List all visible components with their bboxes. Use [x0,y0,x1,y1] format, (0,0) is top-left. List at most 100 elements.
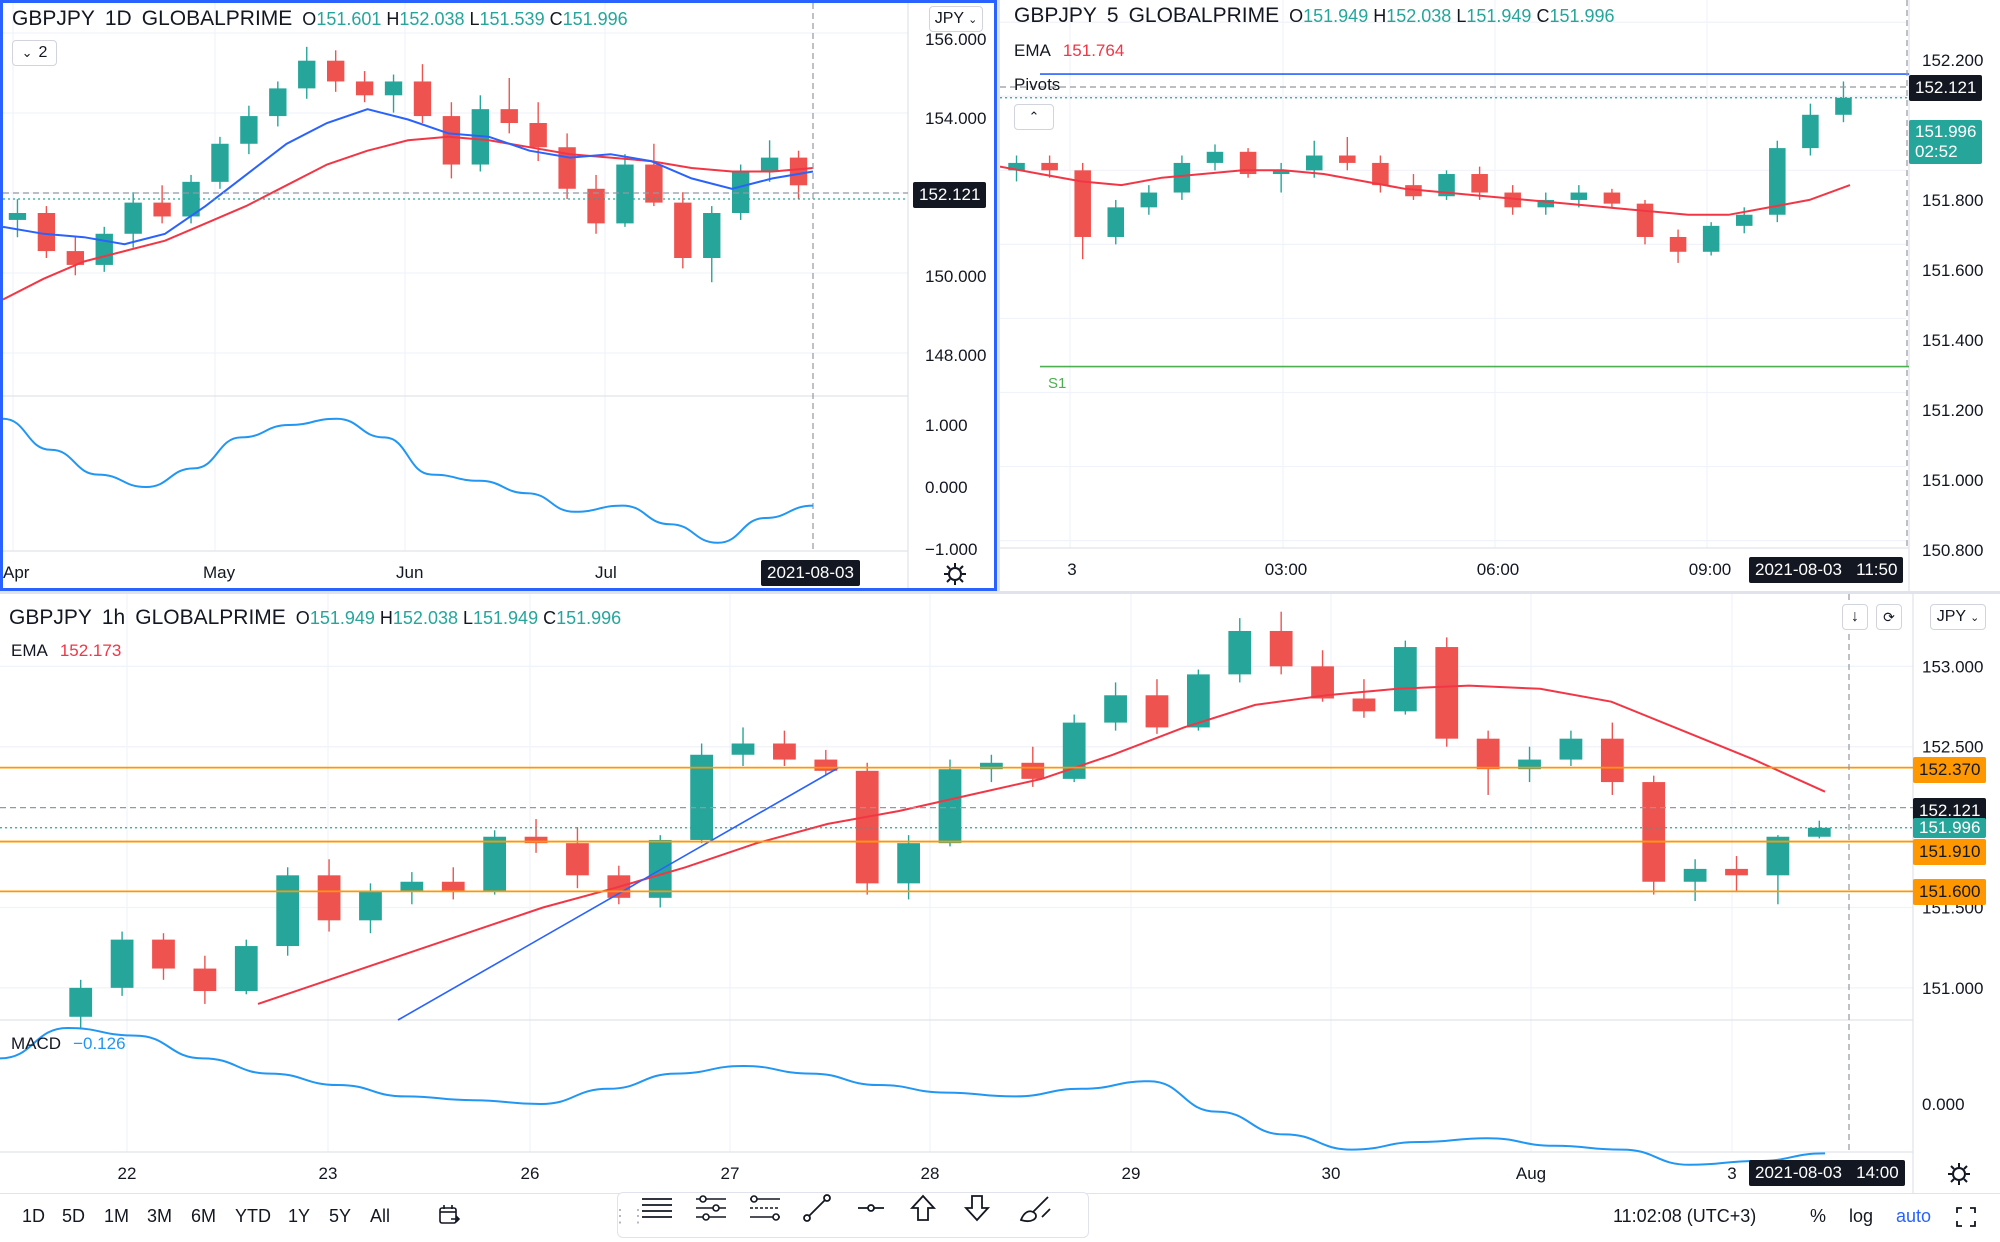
pane-divider-horizontal[interactable] [0,591,2000,594]
pivots-label: Pivots [1014,75,1061,94]
interval-label[interactable]: 1D [104,7,132,30]
candle-body [8,213,27,220]
clock-timezone[interactable]: 11:02:08 (UTC+3) [1613,1206,1757,1226]
broker-label: GLOBALPRIME [135,606,286,629]
interval-label[interactable]: 1h [101,606,126,629]
candle-body [1725,868,1748,876]
range-3m-button[interactable]: 3M [147,1206,173,1226]
scroll-to-latest-button[interactable]: ↓ [1842,604,1868,630]
range-1m-button[interactable]: 1M [104,1206,130,1226]
ema-indicator-legend[interactable]: EMA 151.764 [1014,41,1124,61]
candle-body [1807,827,1831,837]
go-to-date-icon[interactable] [437,1203,461,1227]
arrow-up-tool-icon[interactable] [908,1193,954,1239]
symbol-name: GBPJPY [9,606,92,629]
5min-chart-canvas[interactable]: 152.200 151.800 151.600 151.400 151.200 151.0… [1000,0,2000,591]
gear-icon[interactable] [943,562,967,586]
indicators-collapse-button[interactable]: ⌄ 2 [12,40,57,66]
brush-tool-icon[interactable] [1018,1193,1064,1239]
candle-body [500,109,518,123]
arrow-down-tool-icon[interactable] [962,1193,1008,1239]
candle-body [1107,207,1125,237]
candle-body [1372,162,1389,186]
range-1d-button[interactable]: 1D [22,1206,46,1226]
candle-body [1206,151,1224,163]
candle-body [1239,151,1257,175]
reset-chart-button[interactable]: ⟳ [1876,604,1902,630]
ema-line [257,684,1826,1005]
broker-label: GLOBALPRIME [1128,4,1280,27]
pane-divider-vertical[interactable] [997,0,1000,591]
gear-icon[interactable] [1947,1162,1971,1186]
pivots-indicator-legend[interactable]: Pivots [1014,75,1060,95]
low-value: 151.539 [479,9,545,29]
high-value: 152.038 [1386,6,1452,26]
high-value: 152.038 [399,9,465,29]
candle-body [1352,698,1376,712]
percent-scale-button[interactable]: % [1810,1206,1827,1226]
oscillator-tick-label: 1.000 [925,416,968,435]
daily-chart-canvas[interactable]: 156.000 154.000 150.000 148.000 1.000 0.000 −1… [3,3,997,591]
log-scale-button[interactable]: log [1849,1206,1874,1226]
candle-body [1702,225,1720,252]
range-5d-button[interactable]: 5D [62,1206,86,1226]
time-tick-label: 28 [921,1164,940,1183]
drag-handle-icon[interactable]: ⋮⋮ [611,1205,647,1226]
ema-indicator-legend[interactable]: EMA 152.173 [11,641,121,661]
candle-body [980,762,1003,770]
time-tick-label: Aug [1516,1164,1546,1183]
candle-body [731,743,755,755]
refresh-icon: ⟳ [1883,608,1895,625]
range-all-button[interactable]: All [370,1206,391,1226]
candle-body [1683,868,1707,882]
parallel-channel-tool-icon[interactable] [694,1193,740,1239]
candle-body [1062,722,1086,779]
macd-indicator-legend[interactable]: MACD −0.126 [11,1034,126,1054]
interval-label[interactable]: 5 [1106,4,1119,27]
crosshair-date-tag: 2021-08-03 [761,560,860,586]
range-ytd-button[interactable]: YTD [235,1206,271,1226]
last-price-tag: 151.996 [1913,818,1987,838]
horizontal-ray-tool-icon[interactable] [856,1193,902,1239]
open-value: 151.601 [316,9,382,29]
macd-line [0,1026,1826,1166]
fib-levels-tool-icon[interactable] [748,1193,794,1239]
time-tick-label: 23 [319,1164,338,1183]
chevron-up-icon: ⌃ [1028,109,1040,124]
crosshair-time: 14:00 [1856,1163,1899,1182]
chart-pane-hourly[interactable]: 153.000 152.500 151.500 151.000 0.000 22 23 26 2… [0,594,2000,1193]
symbol-name: GBPJPY [12,7,95,30]
trend-line-tool-icon[interactable] [802,1193,848,1239]
candle-body [1339,155,1356,163]
fullscreen-icon[interactable] [1955,1206,1977,1228]
ohlc-values: O151.949 H152.038 L151.949 C151.996 [295,608,622,628]
time-tick-label: 29 [1122,1164,1141,1183]
horizontal-lines-tool-icon[interactable] [640,1193,686,1239]
candle-body [384,81,403,96]
indicators-collapse-button[interactable]: ⌃ [1014,104,1054,130]
arrow-down-icon: ↓ [1851,608,1859,625]
oscillator-tick-label: −1.000 [925,540,977,559]
daily-legend: GBPJPY 1D GLOBALPRIME O151.601 H152.038 … [12,7,628,31]
candle-body [1405,185,1422,197]
time-tick-label: 09:00 [1689,560,1732,579]
chart-pane-daily[interactable]: 156.000 154.000 150.000 148.000 1.000 0.000 −1… [0,0,997,591]
level-tag-upper: 152.370 [1913,757,1987,783]
candle-body [355,81,374,96]
auto-scale-button[interactable]: auto [1896,1206,1932,1226]
crosshair-datetime-tag: 2021-08-03 11:50 [1749,557,1904,583]
range-5y-button[interactable]: 5Y [329,1206,352,1226]
chevron-down-icon: ⌄ [21,45,33,60]
candle-body [269,88,287,117]
chart-pane-5min[interactable]: 152.200 151.800 151.600 151.400 151.200 151.0… [1000,0,2000,591]
open-value: 151.949 [1303,6,1369,26]
currency-select[interactable]: JPY ⌄ [929,6,983,32]
price-tick-label: 151.000 [1922,471,1983,490]
range-1y-button[interactable]: 1Y [288,1206,311,1226]
candle-body [1518,759,1541,770]
candle-body [1186,674,1210,728]
range-6m-button[interactable]: 6M [191,1206,217,1226]
ema-fast-line [3,108,814,246]
currency-select[interactable]: JPY ⌄ [1930,604,1986,630]
